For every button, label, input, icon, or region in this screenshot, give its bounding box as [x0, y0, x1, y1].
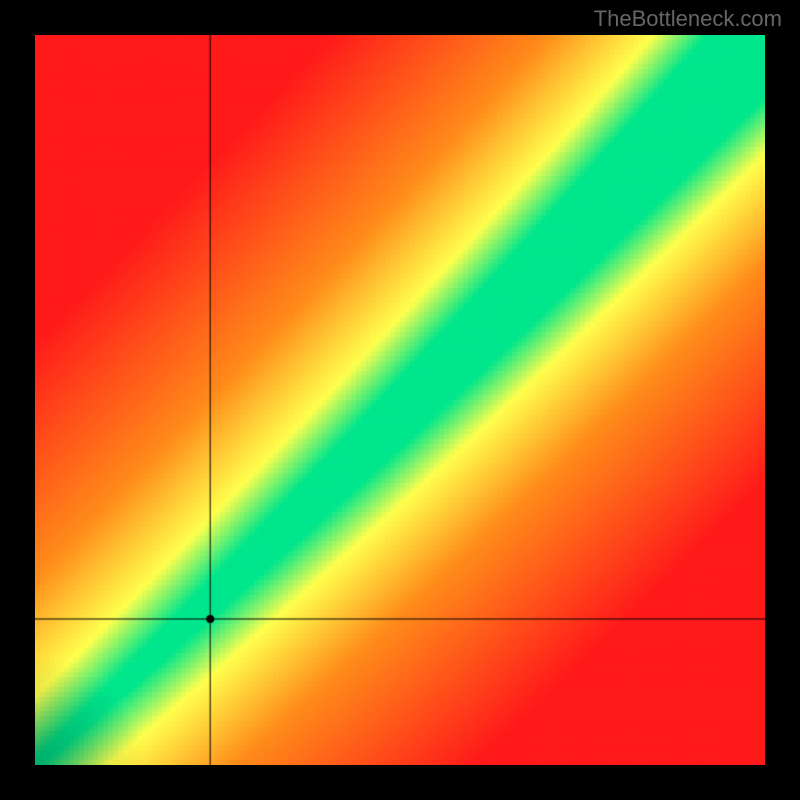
plot-area	[35, 35, 765, 765]
heatmap-canvas	[35, 35, 765, 765]
chart-container: TheBottleneck.com	[0, 0, 800, 800]
watermark-text: TheBottleneck.com	[594, 6, 782, 32]
